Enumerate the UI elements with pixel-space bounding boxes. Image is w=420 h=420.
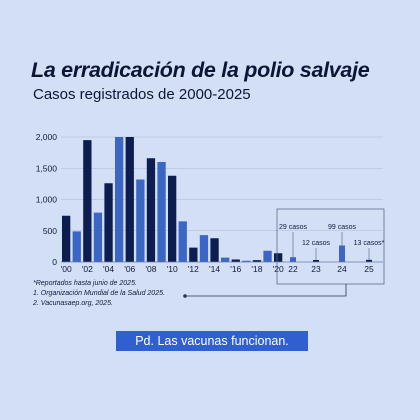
bar [125, 137, 134, 262]
y-tick-label: 2,000 [36, 132, 58, 142]
inset-bar [290, 257, 296, 262]
y-tick-label: 0 [52, 257, 57, 267]
x-tick-label: 25 [364, 264, 374, 274]
inset-bar [313, 260, 319, 262]
bar [274, 253, 283, 262]
bar-annotation: 13 casos* [354, 240, 385, 247]
x-tick-label: '00 [61, 264, 72, 274]
x-tick-label: 23 [311, 264, 321, 274]
x-tick-label: '06 [124, 264, 135, 274]
zoom-inset-box [276, 208, 385, 285]
bar [115, 137, 124, 262]
bar [72, 231, 81, 262]
chart-subtitle: Casos registrados de 2000-2025 [33, 86, 251, 103]
x-tick-label: '12 [188, 264, 199, 274]
bar [146, 158, 156, 262]
bar [242, 260, 251, 262]
bar [221, 257, 230, 262]
bar-annotation: 29 casos [279, 224, 308, 231]
x-tick-label: '04 [103, 264, 114, 274]
footnote-who-source: 1. Organización Mundial de la Salud 2025… [33, 290, 165, 297]
inset-bar [366, 259, 372, 262]
bar [168, 175, 177, 262]
x-tick-label: '02 [82, 264, 93, 274]
footnote-reported: *Reportados hasta junio de 2025. [33, 280, 137, 287]
bar [252, 260, 262, 262]
chart-title: La erradicación de la polio salvaje [31, 58, 370, 82]
inset-bar [339, 245, 345, 262]
x-tick-label: '20 [273, 264, 284, 274]
bar-annotation: 99 casos [328, 224, 357, 231]
bar [62, 215, 71, 262]
x-tick-label: '10 [167, 264, 178, 274]
bar [189, 247, 198, 262]
bar [93, 212, 103, 262]
x-tick-label: '16 [230, 264, 241, 274]
x-tick-label: '14 [209, 264, 220, 274]
bar [231, 259, 240, 262]
bar [199, 235, 209, 262]
footnote-vacunasaep-source: 2. Vacunasaep.org, 2025. [33, 300, 113, 307]
bar [210, 238, 219, 262]
footnotes: *Reportados hasta junio de 2025. 1. Orga… [33, 279, 165, 309]
x-tick-label: 22 [288, 264, 298, 274]
x-tick-label: '08 [145, 264, 156, 274]
bar [83, 140, 92, 262]
bar-annotation: 12 casos [302, 240, 331, 247]
y-tick-label: 1,000 [36, 195, 58, 205]
x-tick-label: 24 [337, 264, 347, 274]
x-tick-label: '18 [251, 264, 262, 274]
callout-connector [186, 284, 347, 297]
y-tick-label: 1,500 [36, 163, 58, 173]
tagline-banner: Pd. Las vacunas funcionan. [116, 331, 308, 351]
callout-dot [183, 294, 187, 298]
y-tick-label: 500 [43, 226, 57, 236]
bar [136, 179, 145, 262]
bar [104, 183, 113, 262]
bar [157, 162, 166, 262]
bar [178, 221, 187, 262]
bar [263, 250, 272, 262]
